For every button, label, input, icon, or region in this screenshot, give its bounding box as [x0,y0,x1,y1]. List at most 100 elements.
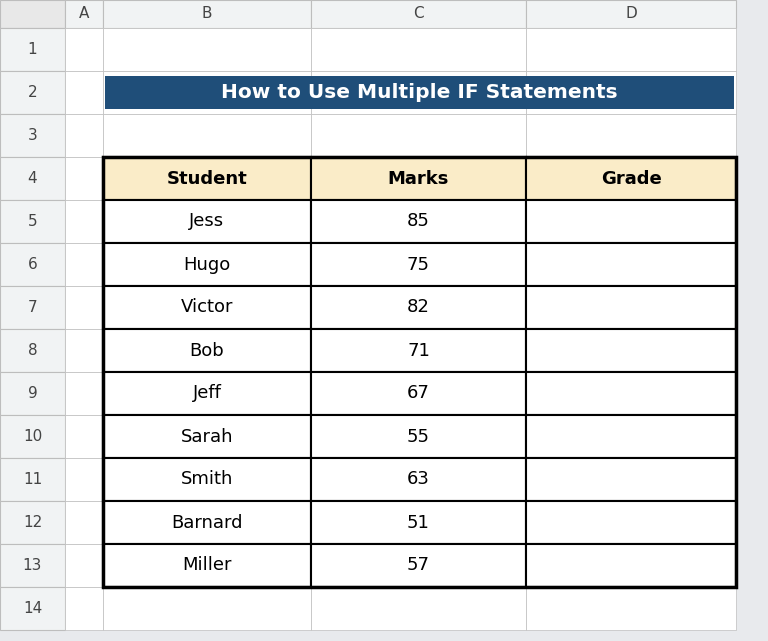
Bar [526,157,736,200]
Bar [65,329,103,372]
Bar [311,0,526,28]
Bar [65,243,103,286]
Bar [311,415,526,458]
Text: 71: 71 [407,342,430,360]
Text: 4: 4 [28,171,38,186]
Text: Sarah: Sarah [180,428,233,445]
Bar [65,28,103,71]
Bar [65,544,103,587]
Bar [103,200,311,243]
Bar [311,157,526,200]
Bar [103,372,311,415]
Bar [311,114,526,157]
Bar [103,71,311,114]
Bar [0,114,65,157]
Text: 67: 67 [407,385,430,403]
Text: 14: 14 [23,601,42,616]
Bar [103,458,311,501]
Bar [311,329,526,372]
Bar [0,329,65,372]
Bar [65,415,103,458]
Bar [65,587,103,630]
Bar [526,243,736,286]
Bar [526,286,736,329]
Bar [526,200,736,243]
Bar [311,501,526,544]
Text: C: C [413,6,424,22]
Bar [103,0,311,28]
Bar [526,286,736,329]
Bar [526,157,736,200]
Bar [526,329,736,372]
Bar [0,372,65,415]
Bar [103,243,311,286]
Bar [526,372,736,415]
Bar [103,329,311,372]
Text: 6: 6 [28,257,38,272]
Bar [311,329,526,372]
Bar [526,544,736,587]
Bar [526,458,736,501]
Bar [103,372,311,415]
Text: 51: 51 [407,513,430,531]
Bar [311,458,526,501]
Bar [65,372,103,415]
Bar [311,587,526,630]
Bar [103,28,311,71]
Text: 11: 11 [23,472,42,487]
Text: 2: 2 [28,85,38,100]
Text: 3: 3 [28,128,38,143]
Text: Student: Student [167,169,247,188]
Bar [526,71,736,114]
Bar [311,243,526,286]
Text: Marks: Marks [388,169,449,188]
Bar [311,415,526,458]
Text: 57: 57 [407,556,430,574]
Bar [311,286,526,329]
Text: 82: 82 [407,299,430,317]
Text: Miller: Miller [182,556,232,574]
Bar [0,544,65,587]
Bar [526,501,736,544]
Bar [103,243,311,286]
Text: 7: 7 [28,300,38,315]
Text: 55: 55 [407,428,430,445]
Text: Jess: Jess [190,213,224,231]
Bar [311,200,526,243]
Bar [526,0,736,28]
Bar [311,243,526,286]
Text: Bob: Bob [190,342,224,360]
Text: Smith: Smith [180,470,233,488]
Text: Victor: Victor [180,299,233,317]
Text: 63: 63 [407,470,430,488]
Text: 10: 10 [23,429,42,444]
Bar [526,587,736,630]
Bar [103,544,311,587]
Bar [65,200,103,243]
Bar [0,458,65,501]
Bar [103,415,311,458]
Bar [311,28,526,71]
Text: A: A [79,6,89,22]
Bar [526,458,736,501]
Bar [311,286,526,329]
Bar [103,544,311,587]
Bar [0,200,65,243]
Bar [311,544,526,587]
Bar [311,372,526,415]
Bar [103,157,311,200]
Bar [526,415,736,458]
Bar [526,200,736,243]
Bar [0,587,65,630]
Text: Grade: Grade [601,169,661,188]
Text: Hugo: Hugo [184,256,230,274]
Bar [65,157,103,200]
Bar [526,544,736,587]
Text: How to Use Multiple IF Statements: How to Use Multiple IF Statements [221,83,617,102]
Text: 13: 13 [23,558,42,573]
Bar [0,0,65,28]
Text: 8: 8 [28,343,38,358]
Text: Barnard: Barnard [171,513,243,531]
Text: Jeff: Jeff [193,385,221,403]
Bar [0,28,65,71]
